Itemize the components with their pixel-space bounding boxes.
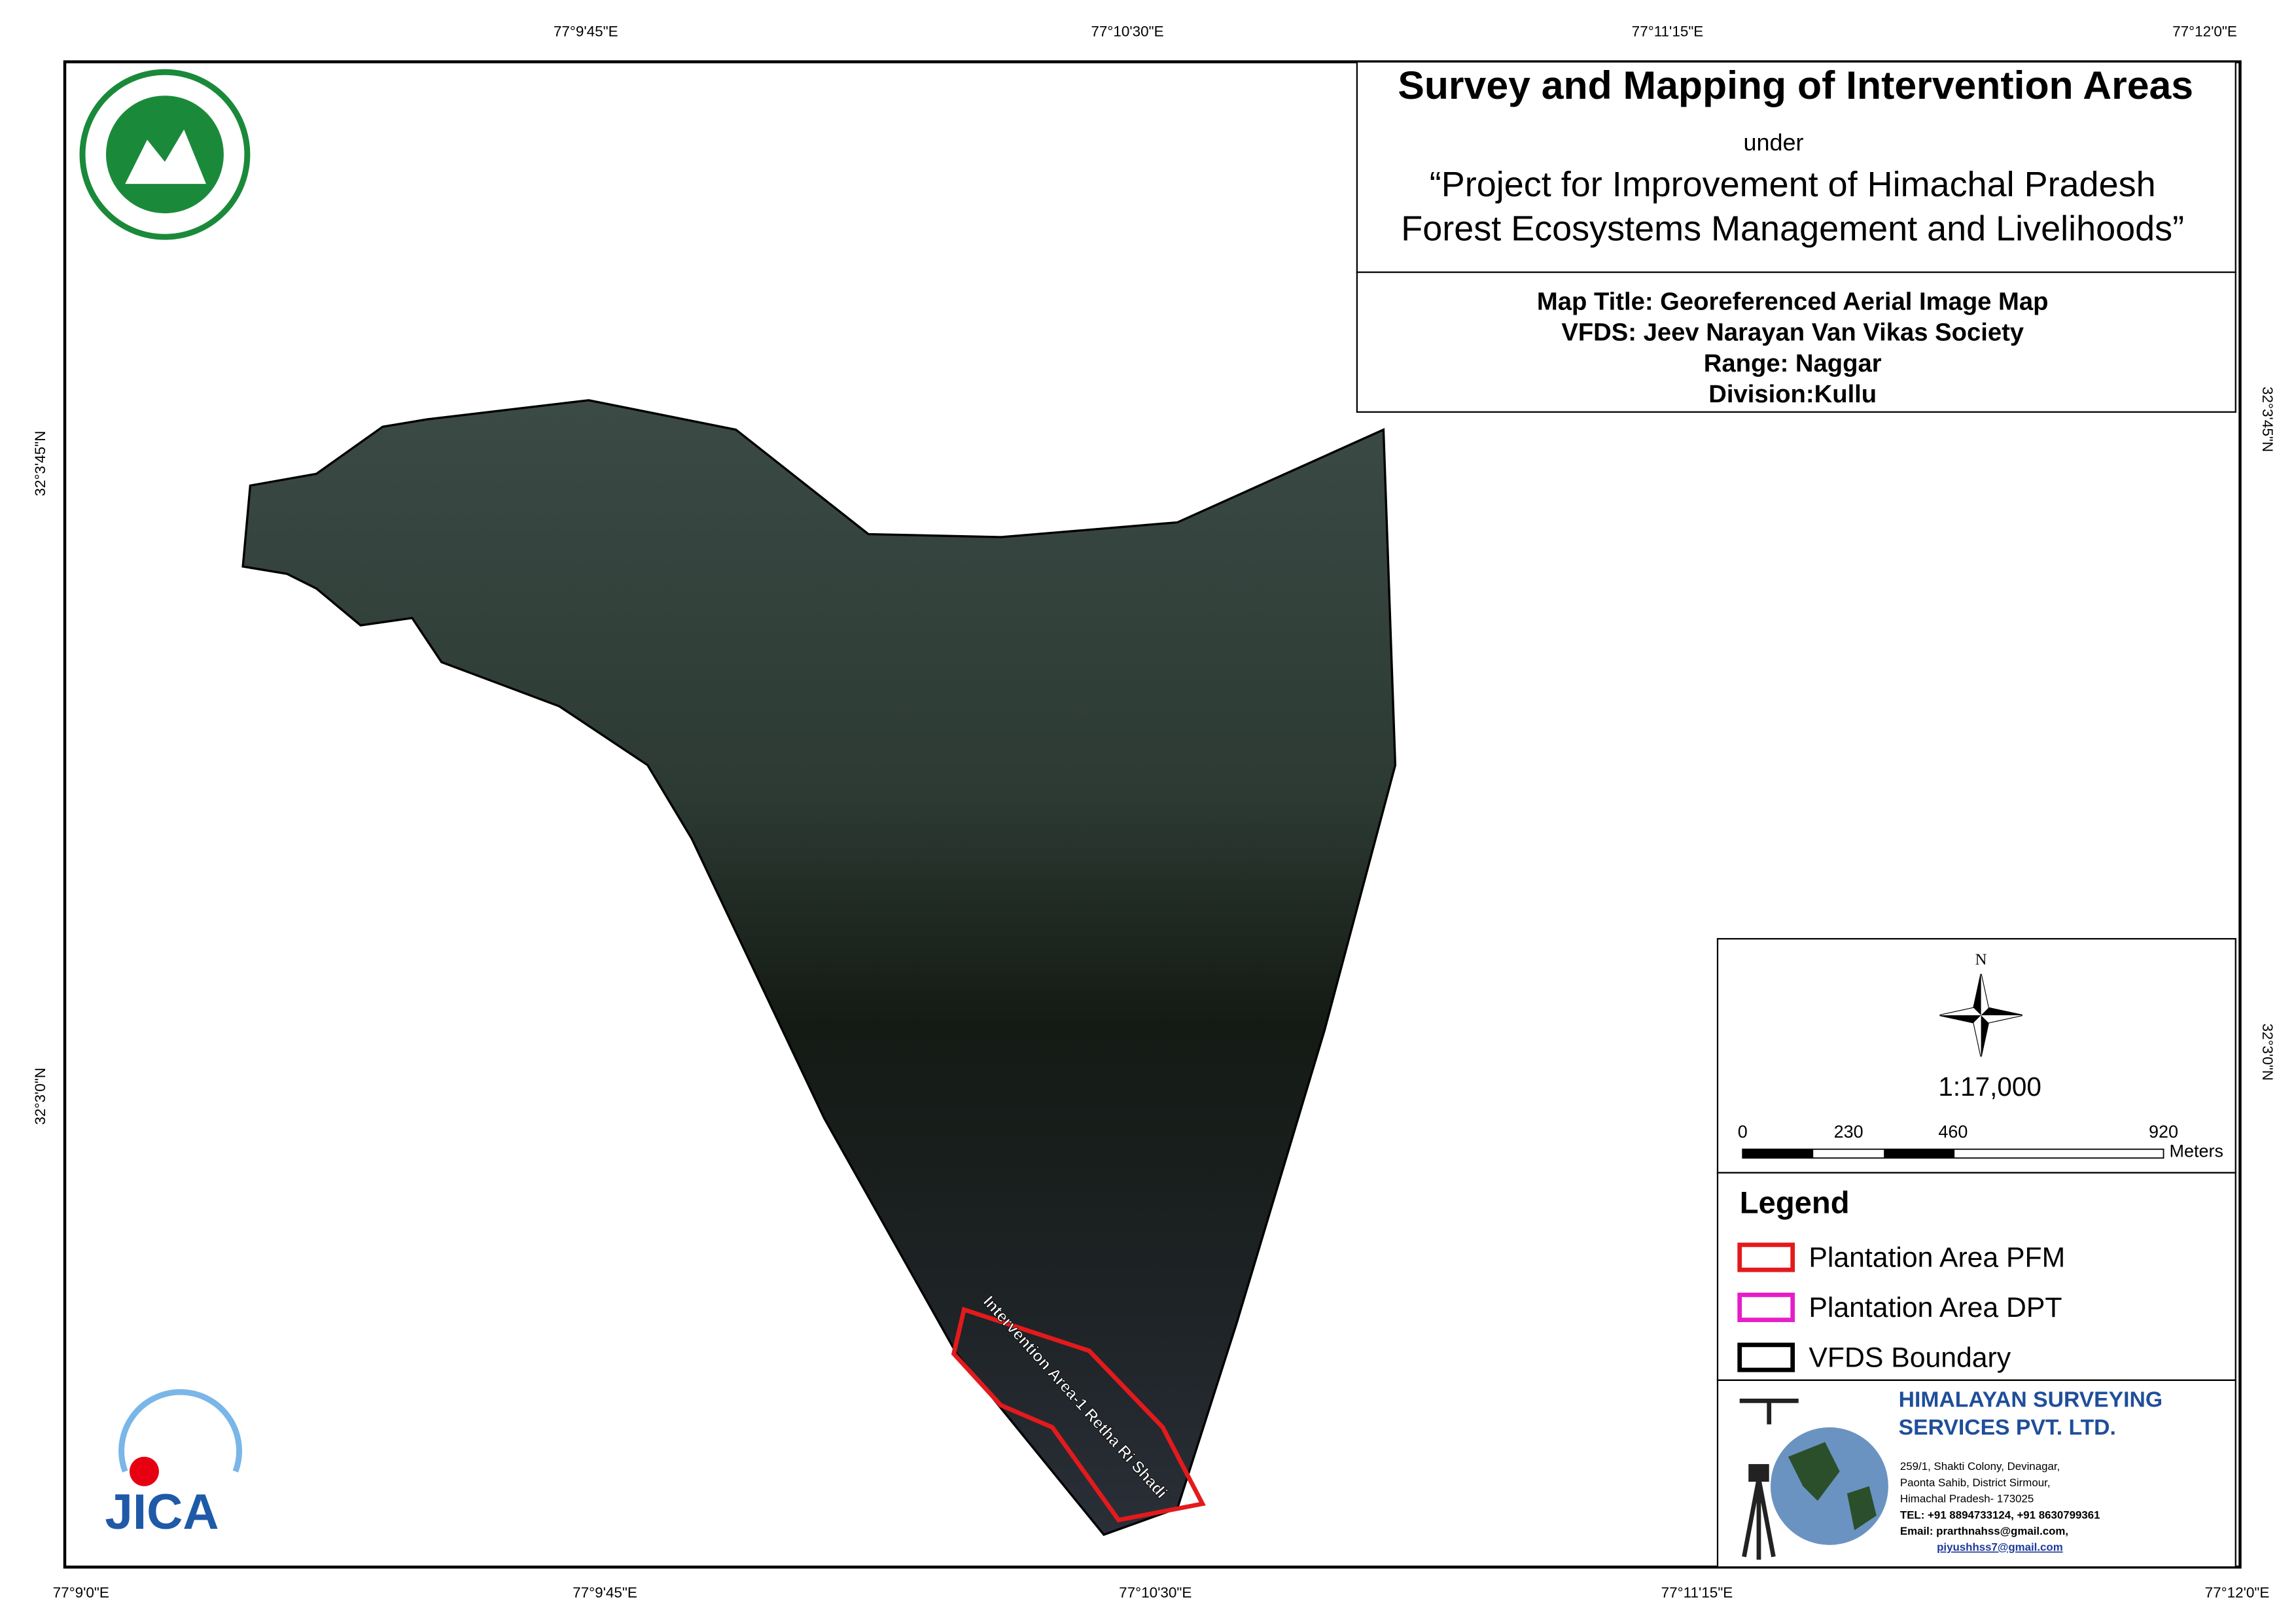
coord-label: 77°11'15"E <box>1661 1584 1733 1601</box>
scale-bar <box>1884 1149 1955 1159</box>
scale-label: 0 <box>1738 1122 1748 1142</box>
scale-unit: Meters <box>2170 1141 2223 1161</box>
company-logo <box>1788 1442 1877 1531</box>
legend-swatch <box>1737 1242 1795 1272</box>
scale-ratio: 1:17,000 <box>1938 1072 2041 1102</box>
legend-item: Plantation Area DPT <box>1809 1292 2062 1323</box>
drone-icon <box>1739 1398 1799 1425</box>
legend-item: VFDS Boundary <box>1809 1342 2011 1374</box>
tripod-icon <box>1748 1464 1769 1482</box>
coord-label: 77°9'0"E <box>53 1584 109 1601</box>
coord-label: 32°3'0"N <box>2259 1023 2276 1081</box>
vfds-boundary <box>241 399 1397 1537</box>
coord-label: 77°12'0"E <box>2172 23 2237 39</box>
map-info: VFDS: Jeev Narayan Van Vikas Society <box>1561 319 2024 347</box>
project-name: “Project for Improvement of Himachal Pra… <box>1430 165 2156 204</box>
north-label: N <box>1975 951 1987 968</box>
legend-title: Legend <box>1740 1186 1850 1221</box>
company-address: 259/1, Shakti Colony, Devinagar, <box>1900 1460 2060 1473</box>
legend-swatch <box>1737 1342 1795 1372</box>
company-address: Paonta Sahib, District Sirmour, <box>1900 1476 2051 1489</box>
scale-label: 230 <box>1834 1122 1863 1142</box>
coord-label: 77°9'45"E <box>554 23 618 39</box>
company-address: Himachal Pradesh- 173025 <box>1900 1493 2034 1505</box>
legend-box <box>1716 1172 2236 1381</box>
company-email: Email: prarthnahss@gmail.com, <box>1900 1525 2068 1537</box>
title-box <box>1356 61 2236 273</box>
company-logo <box>1770 1427 1888 1545</box>
coord-label: 32°3'45"N <box>2259 387 2276 452</box>
map-info: Range: Naggar <box>1704 349 1882 377</box>
coord-label: 77°10'30"E <box>1091 23 1163 39</box>
scale-label: 460 <box>1938 1122 1968 1142</box>
jica-dot <box>129 1456 159 1486</box>
company-phone: TEL: +91 8894733124, +91 8630799361 <box>1900 1509 2100 1521</box>
company-email: piyushhss7@gmail.com <box>1937 1541 2063 1554</box>
company-name: HIMALAYAN SURVEYING <box>1899 1387 2163 1412</box>
info-box <box>1356 271 2236 413</box>
map-info: Division:Kullu <box>1708 380 1877 408</box>
scale-label: 920 <box>2149 1122 2178 1142</box>
coord-label: 77°9'45"E <box>573 1584 637 1601</box>
title: Survey and Mapping of Intervention Areas <box>1398 63 2193 107</box>
subtitle: under <box>1743 129 1803 156</box>
coord-label: 77°10'30"E <box>1119 1584 1192 1601</box>
plantation-area-pfm <box>951 1306 1206 1523</box>
scale-bar <box>1742 1149 1814 1159</box>
scale-box <box>1716 937 2236 1174</box>
coord-label: 32°3'45"N <box>32 431 48 497</box>
coord-label: 32°3'0"N <box>32 1068 48 1125</box>
map-frame <box>63 60 2242 1569</box>
project-name: Forest Ecosystems Management and Livelih… <box>1401 209 2184 248</box>
jica-swoosh <box>118 1389 243 1473</box>
legend-item: Plantation Area PFM <box>1809 1242 2065 1274</box>
company-name: SERVICES PVT. LTD. <box>1899 1415 2116 1440</box>
coord-label: 77°11'15"E <box>1632 23 1704 39</box>
coord-label: 77°12'0"E <box>2205 1584 2270 1601</box>
legend-swatch <box>1737 1293 1795 1323</box>
north-arrow <box>1939 974 2022 1057</box>
forest-logo <box>105 96 224 214</box>
forest-logo <box>125 129 206 184</box>
jica-logo: JICA <box>105 1484 219 1540</box>
map-info: Map Title: Georeferenced Aerial Image Ma… <box>1537 287 2049 315</box>
